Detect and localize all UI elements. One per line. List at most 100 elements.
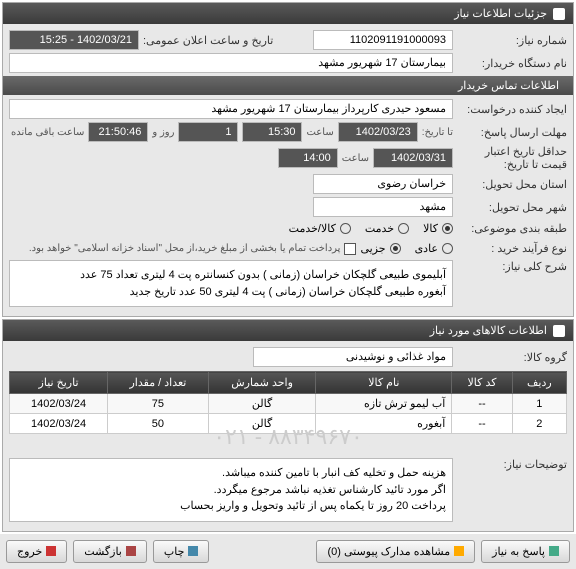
valid-time: 14:00 (278, 148, 338, 168)
print-icon (188, 546, 198, 556)
class-opt-c: کالا/خدمت (289, 222, 336, 235)
contact-sub-title: اطلاعات تماس خریدار (458, 79, 559, 92)
info-body: شماره نیاز: 1102091191000093 تاریخ و ساع… (3, 24, 573, 316)
items-panel: اطلاعات کالاهای مورد نیاز گروه کالا: موا… (2, 319, 574, 532)
col-1: کد کالا (452, 372, 512, 394)
creator-label: ایجاد کننده درخواست: (457, 103, 567, 116)
class-radio-c[interactable]: کالا/خدمت (289, 222, 351, 235)
group-label: گروه کالا: (457, 351, 567, 364)
class-radio-b[interactable]: خدمت (365, 222, 409, 235)
desc-box: آبلیموی طبیعی گلچکان خراسان (زمانی ) بدو… (9, 260, 453, 307)
radio-icon (398, 223, 409, 234)
cell: 1402/03/24 (10, 394, 108, 414)
radio-icon (390, 243, 401, 254)
back-icon (126, 546, 136, 556)
need-no-field: 1102091191000093 (313, 30, 453, 50)
deadline-prefix: تا تاریخ: (422, 127, 453, 138)
cell: 1402/03/24 (10, 414, 108, 434)
class-label: طبقه بندی موضوعی: (457, 222, 567, 235)
table-row[interactable]: 1 -- آب لیمو ترش تازه گالن 75 1402/03/24 (10, 394, 567, 414)
main-panel-header: جزئیات اطلاعات نیاز (3, 3, 573, 24)
items-table: ردیف کد کالا نام کالا واحد شمارش تعداد /… (9, 371, 567, 434)
class-opt-a: کالا (423, 222, 438, 235)
radio-icon (442, 223, 453, 234)
buyer-label: نام دستگاه خریدار: (457, 57, 567, 70)
col-3: واحد شمارش (208, 372, 316, 394)
exit-button[interactable]: خروج (6, 540, 67, 563)
list-icon (553, 325, 565, 337)
remain-suffix: ساعت باقی مانده (11, 127, 84, 138)
valid-label: حداقل تاریخ اعتبار قیمت تا تاریخ: (457, 145, 567, 171)
remain-days-lbl: روز و (152, 127, 174, 138)
main-panel: جزئیات اطلاعات نیاز شماره نیاز: 11020911… (2, 2, 574, 317)
attach-icon (454, 546, 464, 556)
col-2: نام کالا (316, 372, 452, 394)
exit-label: خروج (17, 545, 42, 558)
public-time-label: تاریخ و ساعت اعلان عمومی: (143, 34, 273, 47)
col-5: تاریخ نیاز (10, 372, 108, 394)
class-radio-a[interactable]: کالا (423, 222, 453, 235)
contact-sub-header[interactable]: اطلاعات تماس خریدار (3, 76, 573, 95)
table-header-row: ردیف کد کالا نام کالا واحد شمارش تعداد /… (10, 372, 567, 394)
buy-type-b[interactable]: جزیی (360, 242, 400, 255)
buy-type-opt-a: عادی (415, 242, 438, 255)
radio-icon (442, 243, 453, 254)
cell: 1 (512, 394, 566, 414)
cell: آبغوره (316, 414, 452, 434)
deadline-label: مهلت ارسال پاسخ: (457, 126, 567, 139)
col-4: تعداد / مقدار (108, 372, 209, 394)
deadline-time-lbl: ساعت (306, 127, 333, 138)
city-field: مشهد (313, 197, 453, 217)
reply-button[interactable]: پاسخ به نیاز (481, 540, 570, 563)
radio-icon (340, 223, 351, 234)
city-label: شهر محل تحویل: (457, 201, 567, 214)
province-label: استان محل تحویل: (457, 178, 567, 191)
cell: -- (452, 414, 512, 434)
exit-icon (46, 546, 56, 556)
buyer-field: بیمارستان 17 شهریور مشهد (9, 53, 453, 73)
cell: 50 (108, 414, 209, 434)
back-label: بازگشت (84, 545, 122, 558)
group-field: مواد غذائی و نوشیدنی (253, 347, 453, 367)
cell: آب لیمو ترش تازه (316, 394, 452, 414)
items-body: گروه کالا: مواد غذائی و نوشیدنی ردیف کد … (3, 341, 573, 531)
attach-button[interactable]: مشاهده مدارک پیوستی (0) (316, 540, 475, 563)
notes-label: توضیحات نیاز: (457, 458, 567, 471)
deadline-date: 1402/03/23 (338, 122, 418, 142)
table-row[interactable]: 2 -- آبغوره گالن 50 1402/03/24 (10, 414, 567, 434)
cell: 75 (108, 394, 209, 414)
cell: 2 (512, 414, 566, 434)
cell: -- (452, 394, 512, 414)
buy-type-label: نوع فرآیند خرید : (457, 242, 567, 255)
deadline-time: 15:30 (242, 122, 302, 142)
main-panel-title: جزئیات اطلاعات نیاز (454, 7, 547, 20)
cell: گالن (208, 394, 316, 414)
buy-type-a[interactable]: عادی (415, 242, 453, 255)
pay-note-label: پرداخت تمام یا بخشی از مبلغ خرید،از محل … (29, 243, 341, 254)
notes-box: هزینه حمل و تخلیه کف انبار با تامین کنند… (9, 458, 453, 522)
creator-field: مسعود حیدری کارپرداز بیمارستان 17 شهریور… (9, 99, 453, 119)
items-panel-header: اطلاعات کالاهای مورد نیاز (3, 320, 573, 341)
valid-time-lbl: ساعت (342, 153, 369, 164)
pay-note-checkbox[interactable] (344, 243, 356, 255)
print-button[interactable]: چاپ (153, 540, 210, 563)
button-bar: پاسخ به نیاز مشاهده مدارک پیوستی (0) چاپ… (0, 534, 576, 569)
class-radio-group: کالا خدمت کالا/خدمت (289, 220, 453, 237)
buy-type-opt-b: جزیی (360, 242, 385, 255)
remain-time: 21:50:46 (88, 122, 148, 142)
class-opt-b: خدمت (365, 222, 394, 235)
attach-label: مشاهده مدارک پیوستی (0) (327, 545, 450, 558)
reply-icon (549, 546, 559, 556)
public-time-field: 1402/03/21 - 15:25 (9, 30, 139, 50)
province-field: خراسان رضوی (313, 174, 453, 194)
col-0: ردیف (512, 372, 566, 394)
remain-days: 1 (178, 122, 238, 142)
buy-type-group: عادی جزیی (360, 240, 453, 257)
items-table-wrap: ردیف کد کالا نام کالا واحد شمارش تعداد /… (9, 371, 567, 450)
print-label: چاپ (164, 545, 185, 558)
reply-label: پاسخ به نیاز (492, 545, 545, 558)
need-no-label: شماره نیاز: (457, 34, 567, 47)
cell: گالن (208, 414, 316, 434)
desc-label: شرح کلی نیاز: (457, 260, 567, 273)
back-button[interactable]: بازگشت (73, 540, 147, 563)
